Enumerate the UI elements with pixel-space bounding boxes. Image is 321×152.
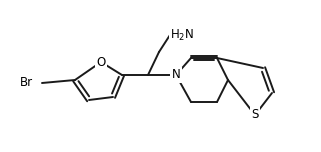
Text: N: N <box>172 69 180 81</box>
Text: O: O <box>96 55 106 69</box>
Text: Br: Br <box>20 76 33 90</box>
Text: S: S <box>251 109 259 121</box>
Text: H$_2$N: H$_2$N <box>170 28 194 43</box>
